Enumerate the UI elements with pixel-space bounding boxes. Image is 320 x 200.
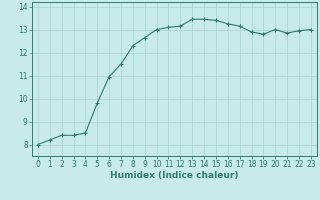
X-axis label: Humidex (Indice chaleur): Humidex (Indice chaleur) bbox=[110, 171, 239, 180]
